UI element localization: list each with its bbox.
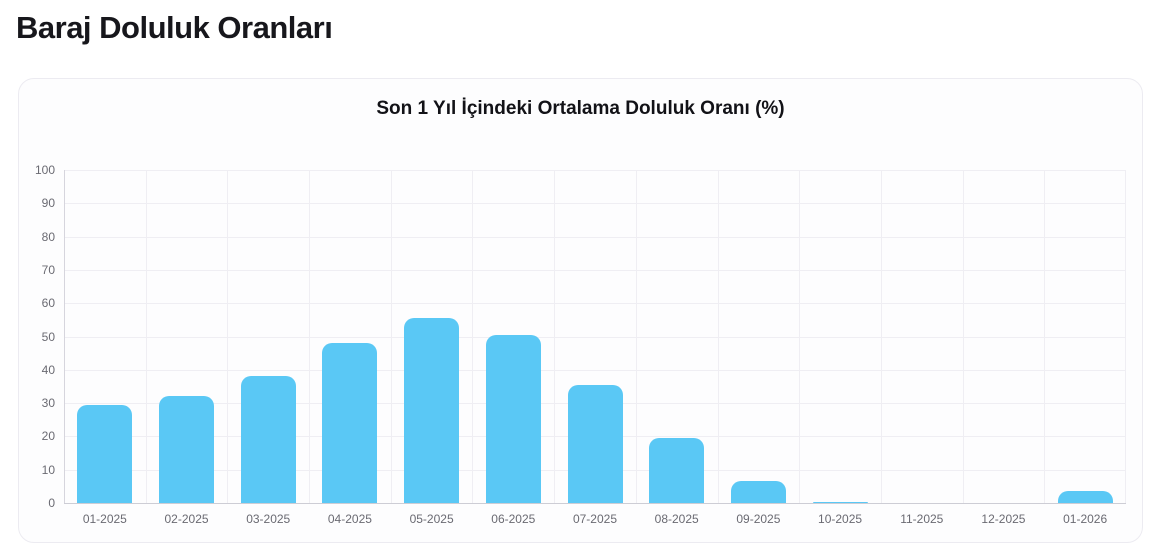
y-axis-tick-label: 80 [41,229,55,244]
bar-09-2025[interactable] [730,481,786,503]
page-title: Baraj Doluluk Oranları [16,10,333,45]
y-axis-tick-label: 70 [41,262,55,277]
gridline-horizontal [64,369,1126,371]
bar-08-2025[interactable] [649,438,705,503]
x-axis-tick-label: 10-2025 [818,512,863,526]
bar-01-2025[interactable] [77,404,133,503]
y-axis-tick-label: 100 [34,163,55,177]
gridline-vertical [554,170,556,503]
gridline-vertical [145,170,147,503]
bar-05-2025[interactable] [404,318,460,503]
y-axis-tick-label: 50 [41,329,55,344]
x-axis-tick-label: 11-2025 [900,512,944,526]
x-axis-tick-label: 03-2025 [246,512,291,526]
chart-title: Son 1 Yıl İçindeki Ortalama Doluluk Oran… [376,98,785,119]
x-axis-tick-label: 06-2025 [491,512,536,526]
gridline-horizontal [64,269,1126,271]
gridline-vertical [799,170,801,503]
bar-01-2026[interactable] [1057,491,1113,503]
y-axis-tick-label: 10 [41,462,55,477]
bar-chart-plot-area: 0 10 20 30 40 50 60 70 80 90 100 01-2025 02-2025 03-2… [35,163,1126,526]
gridline-horizontal [64,170,1126,171]
y-axis-tick-label: 90 [41,196,55,211]
gridline-vertical [227,170,229,503]
chart-card: Son 1 Yıl İçindeki Ortalama Doluluk Oran… [18,78,1143,543]
bar-04-2025[interactable] [322,343,378,503]
y-axis-tick-label: 40 [41,362,55,377]
gridline-vertical [635,170,637,503]
x-axis-tick-label: 02-2025 [164,512,209,526]
x-axis-tick-label: 01-2026 [1063,512,1108,526]
y-axis-tick-label: 60 [41,296,55,311]
x-axis-tick-label: 04-2025 [327,512,372,526]
gridline-vertical [962,170,964,503]
x-axis-tick-label: 08-2025 [654,512,699,526]
bar-06-2025[interactable] [485,334,541,503]
y-axis-tick-label: 0 [48,496,55,510]
gridline-vertical [390,170,392,503]
gridline-horizontal [64,203,1126,205]
bar-03-2025[interactable] [240,376,296,503]
x-axis-line [64,503,1126,504]
bar-02-2025[interactable] [159,396,215,503]
y-axis-line [64,170,65,503]
bar-10-2025[interactable] [812,502,868,503]
x-axis-tick-label: 12-2025 [981,512,1026,526]
gridline-vertical [309,170,311,503]
x-axis-tick-label: 01-2025 [82,512,127,526]
x-axis-tick-label: 05-2025 [409,512,454,526]
y-axis-tick-label: 30 [41,396,55,411]
gridline-vertical [717,170,719,503]
x-axis-tick-label: 09-2025 [736,512,781,526]
gridline-vertical [1125,170,1126,503]
gridline-vertical [1044,170,1046,503]
gridline-horizontal [64,236,1126,238]
bar-07-2025[interactable] [567,384,623,503]
gridline-horizontal [64,303,1126,305]
y-axis-tick-label: 20 [41,429,55,444]
gridline-vertical [880,170,882,503]
gridline-horizontal [64,336,1126,338]
gridline-vertical [472,170,474,503]
x-axis-tick-label: 07-2025 [572,512,617,526]
